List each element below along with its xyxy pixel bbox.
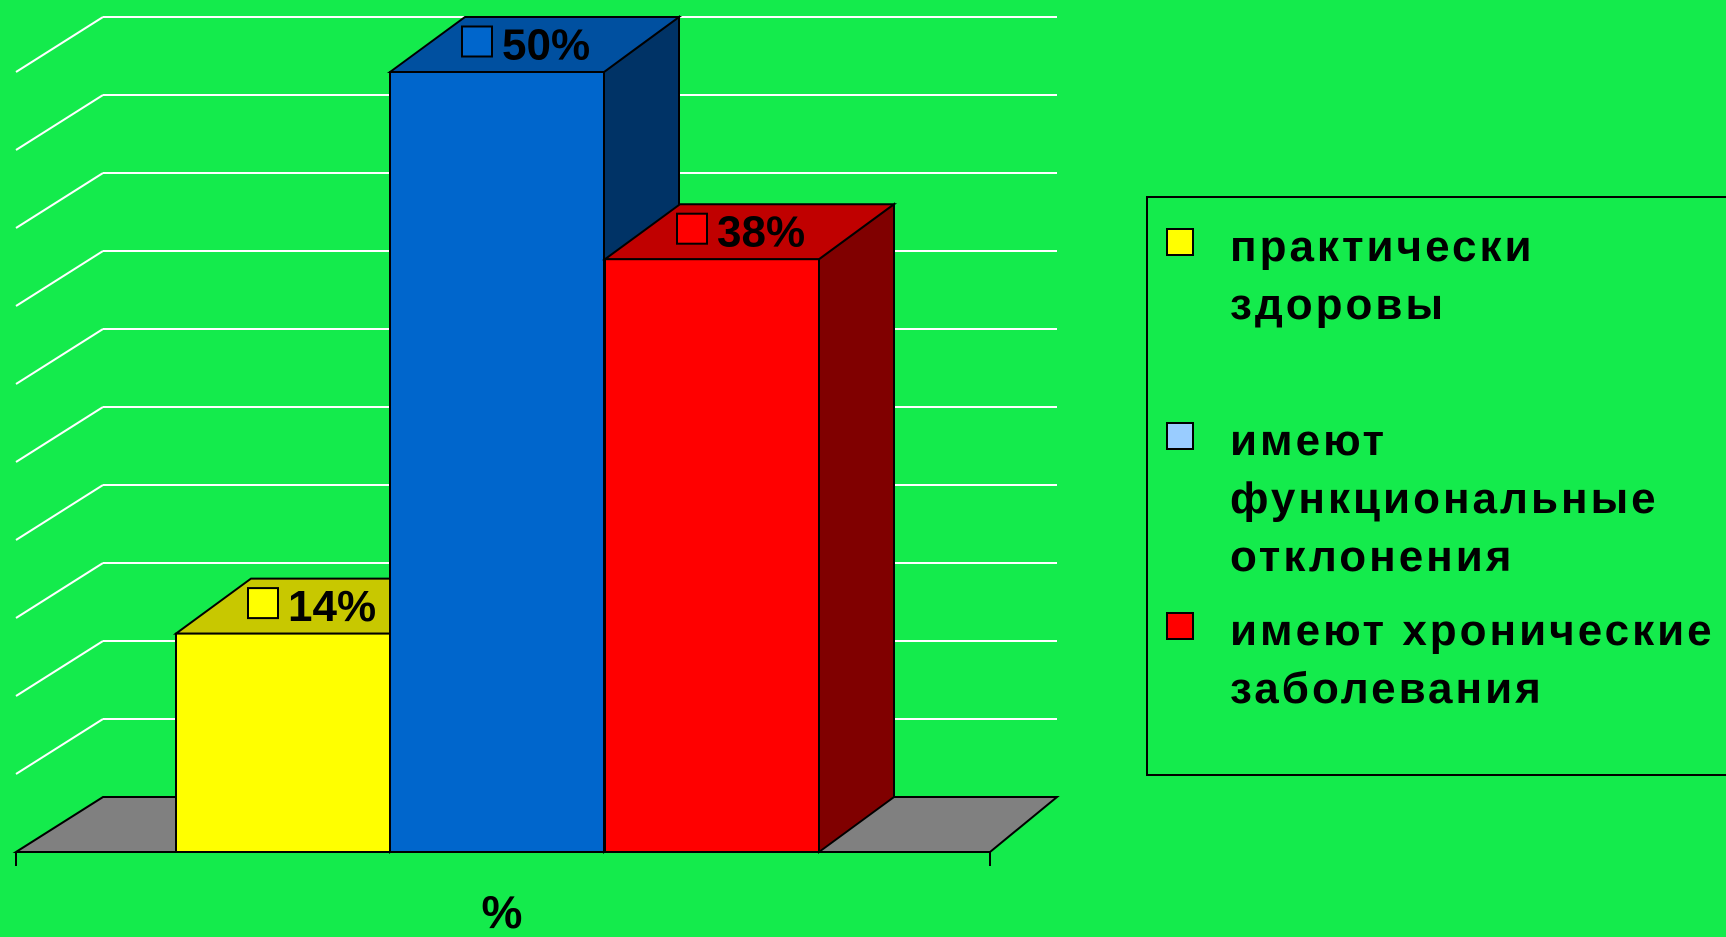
legend-label-functional: имеют функциональные отклонения: [1230, 416, 1659, 581]
legend: практически здоровы имеют функциональные…: [1146, 196, 1726, 776]
data-label-swatch: [247, 587, 279, 620]
legend-label-healthy: практически здоровы: [1230, 222, 1535, 329]
data-label-text: 14%: [288, 582, 376, 631]
data-label-swatch: [461, 25, 493, 58]
data-label-swatch: [676, 212, 708, 245]
data-labels: 14% 50% 38%: [247, 21, 805, 631]
bars: [172, 15, 898, 854]
data-label-healthy: 14%: [247, 582, 376, 631]
data-label-text: 38%: [717, 208, 805, 257]
data-label-chronic: 38%: [676, 208, 805, 257]
legend-label-chronic: имеют хронические заболевания: [1230, 606, 1715, 713]
x-axis: %: [15, 851, 991, 937]
data-label-text: 50%: [502, 21, 590, 70]
data-label-functional: 50%: [461, 21, 590, 70]
legend-swatch-healthy: [1166, 228, 1194, 256]
x-tick-label: %: [482, 886, 523, 937]
legend-swatch-functional: [1166, 422, 1194, 450]
legend-swatch-chronic: [1166, 612, 1194, 640]
bar-chronic: [601, 202, 898, 854]
